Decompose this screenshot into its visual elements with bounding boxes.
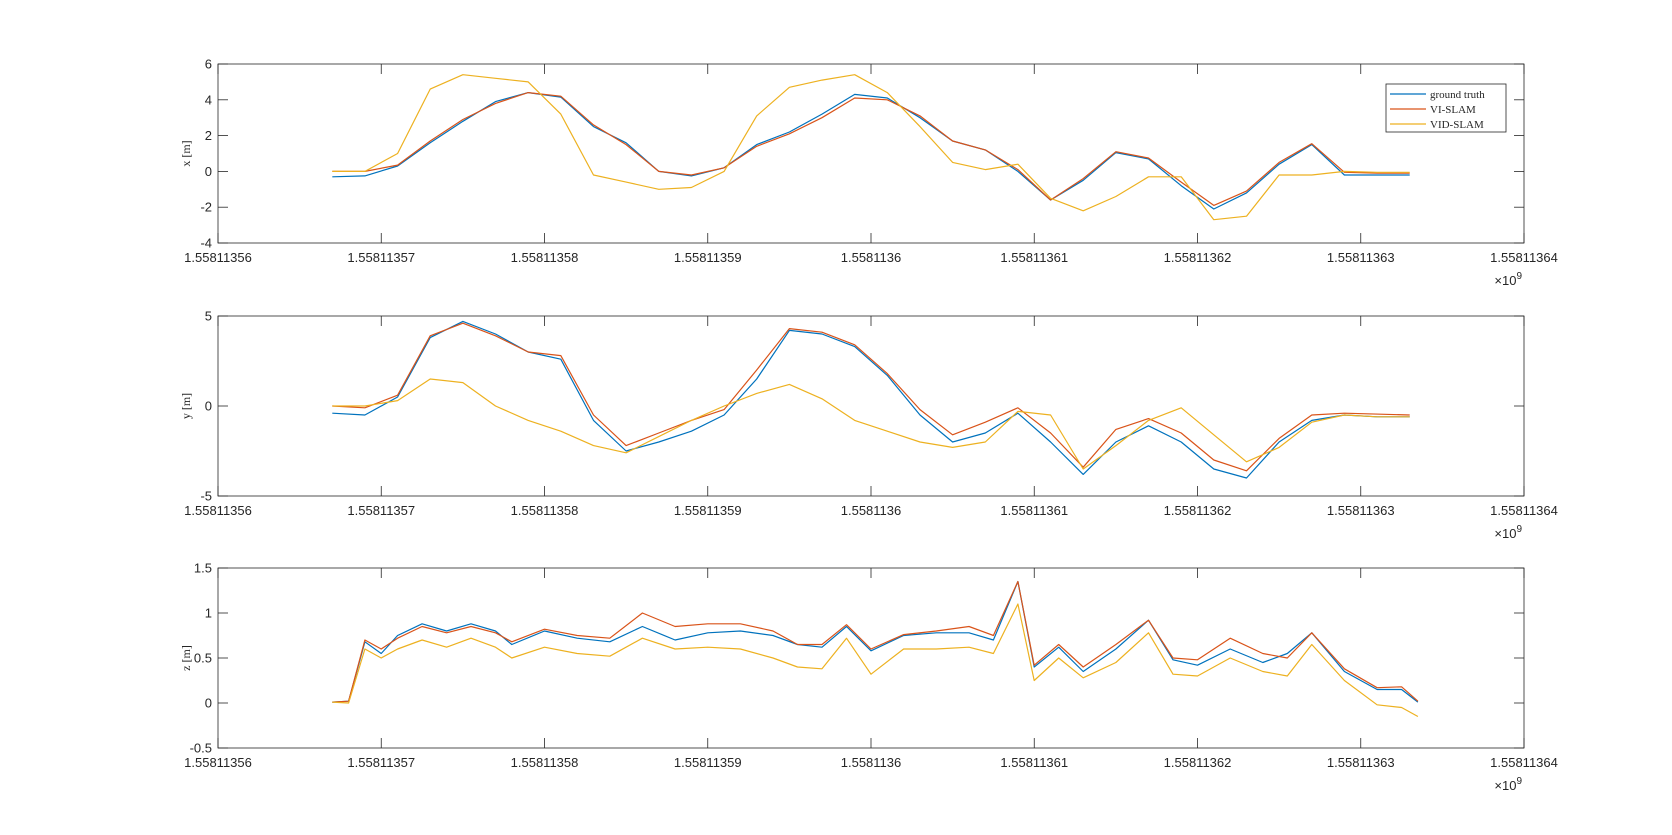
- x-tick-label: 1.55811361: [1000, 503, 1068, 518]
- x-exponent-label: ×109: [1494, 524, 1522, 541]
- series-line-ground-truth: [332, 320, 1410, 479]
- y-tick-label: -5: [200, 489, 212, 504]
- x-exponent-power: 9: [1516, 271, 1522, 282]
- y-tick-label: -0.5: [190, 741, 212, 756]
- x-exponent-power: 9: [1516, 776, 1522, 787]
- x-tick-label: 1.55811364: [1490, 503, 1558, 518]
- x-tick-label: 1.55811363: [1327, 755, 1395, 770]
- subplot-2: 1.55811356 1.55811357 1.55811358 1.55811359…: [179, 309, 1558, 542]
- y-tick-label: 2: [205, 128, 212, 143]
- y-axis-label: z [m]: [179, 645, 193, 671]
- x-tick-label: 1.55811358: [511, 755, 579, 770]
- legend-label-ground-truth: ground truth: [1430, 89, 1485, 101]
- x-tick-label: 1.55811362: [1164, 503, 1232, 518]
- x-tick-label: 1.55811364: [1490, 755, 1558, 770]
- y-tick-label: 0.5: [194, 651, 212, 666]
- y-tick-label: 1: [205, 606, 212, 621]
- x-exponent-base: ×10: [1494, 778, 1516, 793]
- x-exponent-base: ×10: [1494, 526, 1516, 541]
- y-tick-label: 4: [205, 92, 212, 107]
- y-tick-label: 6: [205, 57, 212, 72]
- x-tick-label: 1.55811363: [1327, 250, 1395, 265]
- x-tick-label: 1.5581136: [841, 503, 902, 518]
- x-tick-label: 1.55811363: [1327, 503, 1395, 518]
- axes-box: [217, 315, 1525, 497]
- x-tick-label: 1.55811359: [674, 250, 742, 265]
- x-exponent-label: ×109: [1494, 271, 1522, 288]
- series-group: [332, 320, 1410, 479]
- series-line-vid-slam: [332, 74, 1410, 221]
- legend-label-vid-slam: VID-SLAM: [1430, 119, 1484, 131]
- x-tick-label: 1.55811361: [1000, 250, 1068, 265]
- x-tick-label: 1.55811357: [347, 755, 415, 770]
- legend: ground truth VI-SLAM VID-SLAM: [1385, 83, 1507, 133]
- y-tick-label: 1.5: [194, 561, 212, 576]
- series-line-vid-slam: [332, 603, 1419, 718]
- x-tick-label: 1.55811359: [674, 755, 742, 770]
- y-tick-label: 0: [205, 164, 212, 179]
- x-tick-label: 1.55811356: [184, 250, 252, 265]
- x-exponent-label: ×109: [1494, 776, 1522, 793]
- x-tick-label: 1.5581136: [841, 755, 902, 770]
- x-tick-label: 1.55811358: [511, 250, 579, 265]
- x-tick-label: 1.55811362: [1164, 755, 1232, 770]
- series-line-ground-truth: [332, 91, 1410, 210]
- series-line-vi-slam: [332, 322, 1410, 472]
- y-axis-label: x [m]: [179, 140, 193, 166]
- series-line-ground-truth: [332, 580, 1419, 703]
- legend-label-vi-slam: VI-SLAM: [1430, 104, 1476, 116]
- x-exponent-base: ×10: [1494, 273, 1516, 288]
- x-tick-label: 1.55811356: [184, 755, 252, 770]
- x-tick-label: 1.55811357: [347, 503, 415, 518]
- axes-box: [217, 63, 1525, 244]
- x-tick-label: 1.55811356: [184, 503, 252, 518]
- y-axis-label: y [m]: [179, 393, 193, 419]
- y-tick-label: -4: [200, 236, 212, 251]
- x-tick-label: 1.55811357: [347, 250, 415, 265]
- series-group: [332, 74, 1410, 221]
- y-tick-label: 5: [205, 309, 212, 324]
- series-group: [332, 580, 1419, 718]
- x-tick-label: 1.55811364: [1490, 250, 1558, 265]
- x-tick-label: 1.55811358: [511, 503, 579, 518]
- y-tick-label: -2: [200, 200, 212, 215]
- series-line-vid-slam: [332, 378, 1410, 470]
- x-tick-label: 1.5581136: [841, 250, 902, 265]
- x-tick-label: 1.55811362: [1164, 250, 1232, 265]
- y-tick-label: 0: [205, 399, 212, 414]
- series-line-vi-slam: [332, 91, 1410, 206]
- series-line-vi-slam: [332, 580, 1419, 703]
- x-tick-label: 1.55811359: [674, 503, 742, 518]
- x-tick-label: 1.55811361: [1000, 755, 1068, 770]
- x-exponent-power: 9: [1516, 524, 1522, 535]
- subplot-3: 1.55811356 1.55811357 1.55811358 1.55811359…: [179, 561, 1558, 794]
- subplots: 1.55811356 1.55811357 1.55811358 1.55811359…: [179, 57, 1558, 794]
- axes-box: [217, 567, 1525, 749]
- subplot-1: 1.55811356 1.55811357 1.55811358 1.55811359…: [179, 57, 1558, 289]
- y-tick-label: 0: [205, 696, 212, 711]
